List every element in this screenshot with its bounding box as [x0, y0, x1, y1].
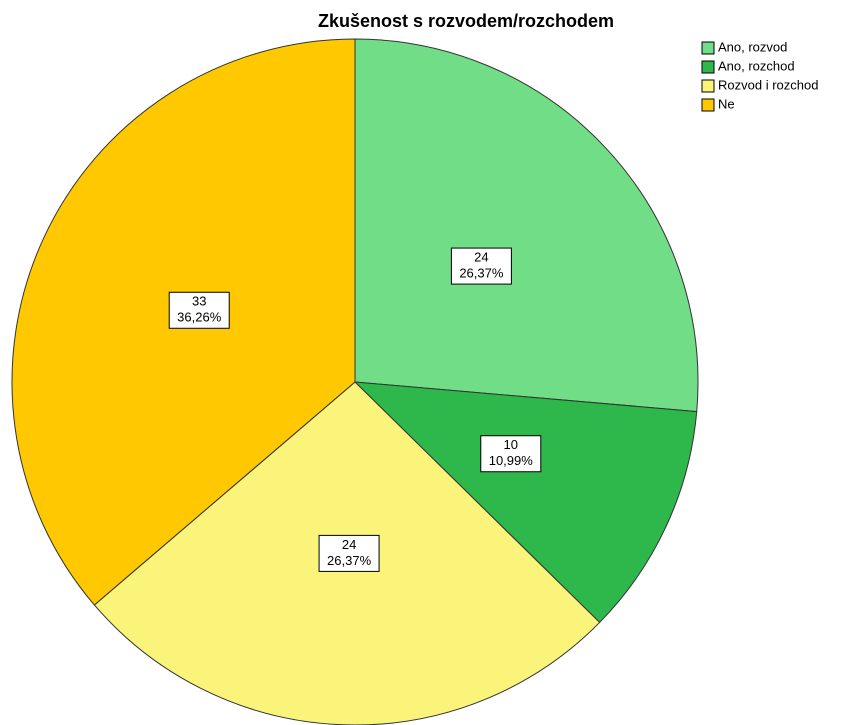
- percent-label: 10,99%: [489, 453, 534, 468]
- legend-swatch: [701, 60, 715, 74]
- legend-swatch: [701, 98, 715, 112]
- value-label: 33: [192, 294, 206, 309]
- percent-label: 26,37%: [327, 553, 372, 568]
- label-box: [318, 534, 380, 572]
- chart-title: Zkušenost s rozvodem/rozchodem: [318, 11, 614, 31]
- label-box: [450, 247, 512, 285]
- pie-slice: [353, 381, 698, 624]
- legend-label: Rozvod i rozchod: [718, 77, 818, 92]
- legend-swatch: [701, 41, 715, 55]
- legend-label: Ne: [718, 96, 735, 111]
- legend-label: Ano, rozchod: [718, 58, 795, 73]
- value-label: 10: [504, 437, 518, 452]
- legend-label: Ano, rozvod: [718, 39, 787, 54]
- value-label: 24: [342, 537, 356, 552]
- label-box: [168, 291, 230, 329]
- percent-label: 26,37%: [459, 266, 504, 281]
- percent-label: 36,26%: [177, 310, 222, 325]
- legend-swatch: [701, 79, 715, 93]
- label-box: [480, 435, 542, 473]
- pie-slice: [354, 38, 699, 413]
- value-label: 24: [474, 250, 488, 265]
